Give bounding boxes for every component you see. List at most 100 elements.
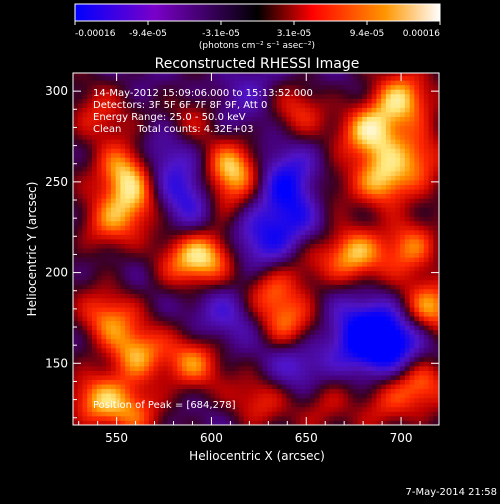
heatmap-cell (210, 203, 215, 208)
heatmap-cell (263, 380, 268, 385)
heatmap-cell (272, 293, 277, 298)
heatmap-cell (324, 280, 329, 285)
heatmap-cell (305, 407, 310, 412)
heatmap-cell (291, 185, 296, 190)
heatmap-cell (139, 171, 144, 176)
heatmap-cell (111, 330, 116, 335)
heatmap-cell (258, 135, 263, 140)
heatmap-cell (248, 162, 253, 167)
heatmap-cell (338, 85, 343, 90)
heatmap-cell (220, 135, 225, 140)
heatmap-cell (291, 339, 296, 344)
heatmap-cell (92, 352, 97, 357)
heatmap-cell (220, 216, 225, 221)
heatmap-cell (106, 244, 111, 249)
heatmap-cell (215, 330, 220, 335)
heatmap-cell (334, 334, 339, 339)
heatmap-cell (234, 389, 239, 394)
heatmap-cell (343, 189, 348, 194)
heatmap-cell (78, 157, 83, 162)
heatmap-cell (234, 212, 239, 217)
heatmap-cell (338, 257, 343, 262)
heatmap-cell (277, 371, 282, 376)
heatmap-cell (116, 411, 121, 416)
heatmap-cell (125, 225, 130, 230)
heatmap-cell (196, 234, 201, 239)
heatmap-cell (234, 316, 239, 321)
heatmap-cell (329, 203, 334, 208)
heatmap-cell (244, 407, 249, 412)
heatmap-cell (329, 171, 334, 176)
heatmap-cell (329, 180, 334, 185)
heatmap-cell (343, 166, 348, 171)
colorbar-ticks (75, 21, 440, 25)
heatmap-cell (348, 185, 353, 190)
heatmap-cell (125, 216, 130, 221)
heatmap-cell (329, 253, 334, 258)
heatmap-cell (73, 303, 78, 308)
heatmap-cell (163, 253, 168, 258)
heatmap-cell (182, 352, 187, 357)
heatmap-cell (177, 176, 182, 181)
heatmap-cell (367, 271, 372, 276)
heatmap-cell (87, 321, 92, 326)
heatmap-cell (92, 348, 97, 353)
heatmap-cell (353, 303, 358, 308)
heatmap-cell (324, 203, 329, 208)
heatmap-cell (310, 293, 315, 298)
heatmap-cell (248, 194, 253, 199)
heatmap-cell (362, 107, 367, 112)
heatmap-cell (82, 380, 87, 385)
heatmap-cell (324, 94, 329, 99)
heatmap-cell (329, 312, 334, 317)
heatmap-cell (120, 334, 125, 339)
heatmap-cell (139, 393, 144, 398)
heatmap-cell (158, 166, 163, 171)
heatmap-cell (244, 244, 249, 249)
heatmap-cell (272, 380, 277, 385)
heatmap-cell (239, 239, 244, 244)
heatmap-cell (244, 194, 249, 199)
heatmap-cell (168, 221, 173, 226)
heatmap-cell (215, 207, 220, 212)
heatmap-cell (144, 334, 149, 339)
heatmap-cell (286, 375, 291, 380)
heatmap-cell (348, 307, 353, 312)
heatmap-cell (315, 130, 320, 135)
heatmap-cell (291, 225, 296, 230)
heatmap-cell (101, 325, 106, 330)
heatmap-cell (334, 112, 339, 117)
heatmap-cell (315, 298, 320, 303)
heatmap-cell (139, 298, 144, 303)
heatmap-cell (320, 275, 325, 280)
heatmap-cell (263, 221, 268, 226)
heatmap-cell (296, 253, 301, 258)
heatmap-cell (267, 153, 272, 158)
heatmap-cell (372, 203, 377, 208)
heatmap-cell (272, 280, 277, 285)
heatmap-cell (154, 248, 159, 253)
heatmap-cell (320, 298, 325, 303)
heatmap-cell (78, 307, 83, 312)
heatmap-cell (125, 275, 130, 280)
heatmap-cell (196, 361, 201, 366)
heatmap-cell (210, 212, 215, 217)
heatmap-cell (315, 312, 320, 317)
heatmap-cell (106, 411, 111, 416)
heatmap-cell (215, 198, 220, 203)
heatmap-cell (343, 198, 348, 203)
heatmap-cell (320, 248, 325, 253)
heatmap-cell (196, 76, 201, 81)
heatmap-cell (144, 166, 149, 171)
heatmap-cell (362, 407, 367, 412)
heatmap-cell (144, 298, 149, 303)
heatmap-cell (225, 266, 230, 271)
heatmap-cell (372, 393, 377, 398)
heatmap-cell (343, 257, 348, 262)
heatmap-cell (163, 334, 168, 339)
heatmap-cell (258, 416, 263, 421)
heatmap-cell (286, 380, 291, 385)
heatmap-cell (201, 411, 206, 416)
heatmap-cell (234, 216, 239, 221)
heatmap-cell (187, 361, 192, 366)
